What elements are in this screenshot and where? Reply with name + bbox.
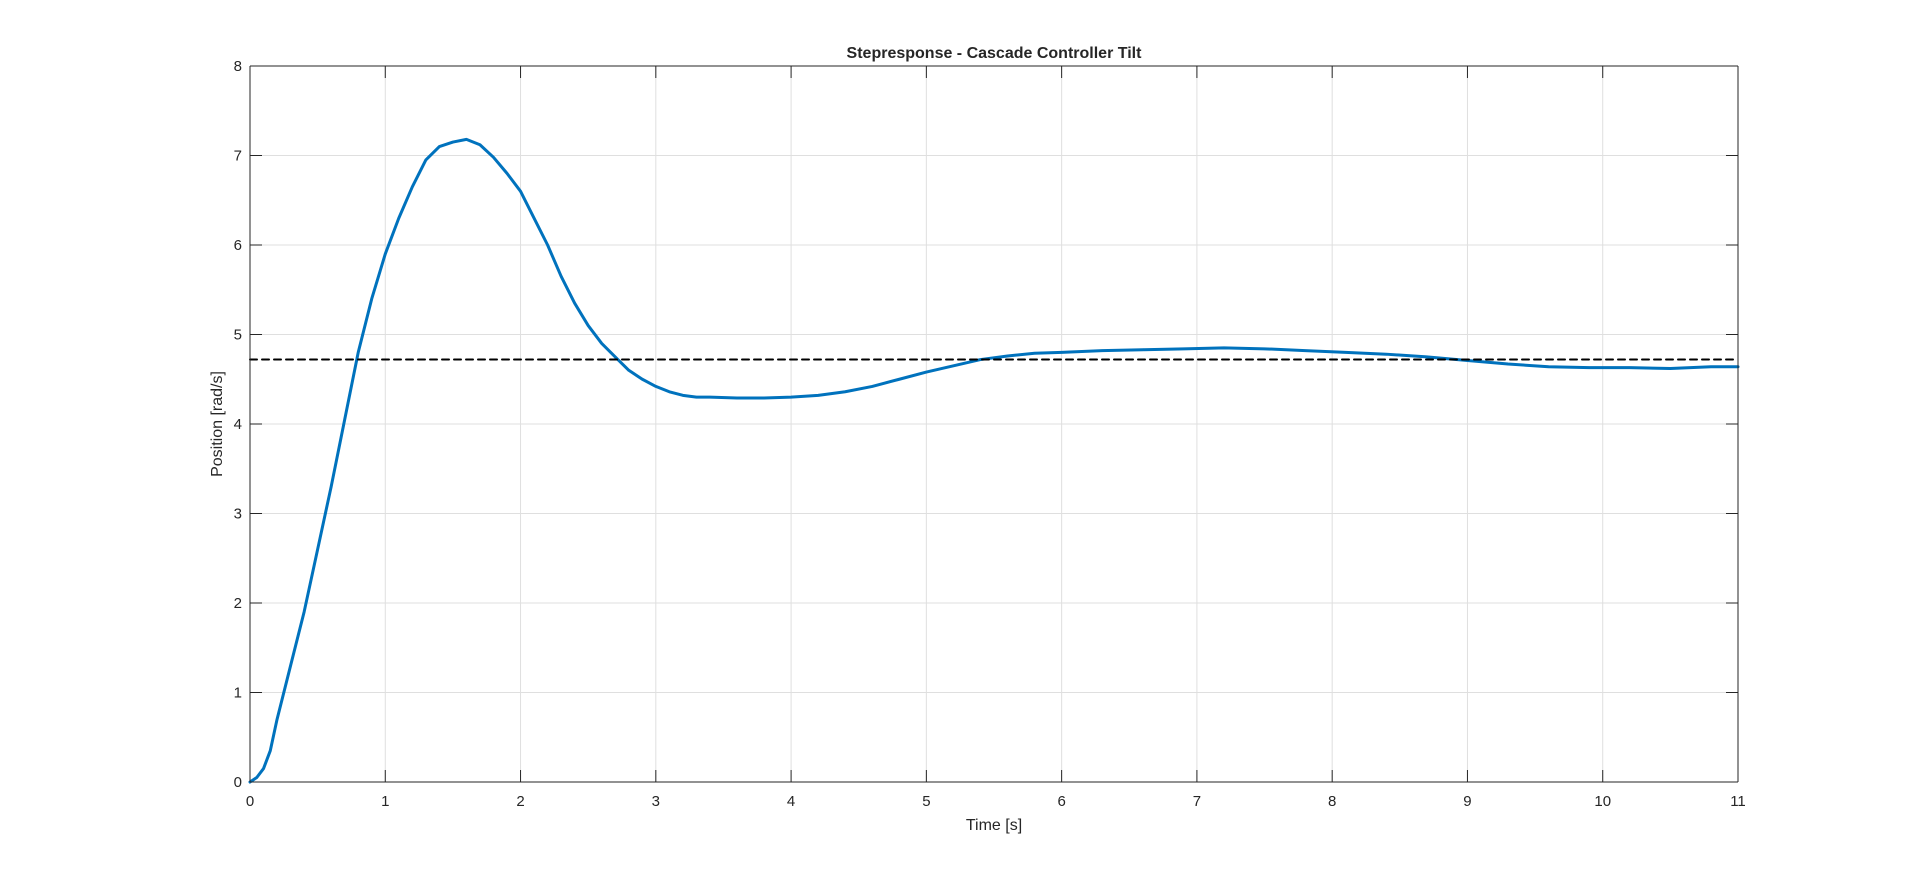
y-axis-label: Position [rad/s]: [209, 371, 226, 477]
series-layer: [248, 137, 1740, 784]
x-tick-label: 10: [1594, 793, 1611, 810]
x-tick-label: 0: [246, 793, 254, 810]
x-tick-label: 2: [516, 793, 524, 810]
y-tick-label: 8: [234, 58, 242, 75]
x-axis-label: Time [s]: [966, 817, 1022, 834]
y-tick-label: 5: [234, 327, 242, 344]
step-response-line: [248, 137, 1740, 784]
x-tick-label: 3: [652, 793, 660, 810]
x-tick-label: 8: [1328, 793, 1336, 810]
x-tick-label: 6: [1057, 793, 1065, 810]
y-tick-label: 2: [234, 595, 242, 612]
y-tick-label: 7: [234, 148, 242, 165]
x-tick-label: 11: [1730, 793, 1746, 810]
tick-labels: 0 1 2 3 4 5 6 7 8 9 10 11 0 1 2 3 4 5 6 7 8: [234, 58, 1746, 810]
y-tick-label: 3: [234, 506, 242, 523]
axes: [249, 65, 1739, 783]
x-tick-label: 5: [922, 793, 930, 810]
chart-title: Stepresponse - Cascade Controller Tilt: [847, 45, 1143, 62]
y-tick-label: 4: [234, 416, 242, 433]
x-tick-label: 4: [787, 793, 795, 810]
x-tick-label: 7: [1193, 793, 1201, 810]
x-tick-label: 9: [1463, 793, 1471, 810]
y-tick-label: 1: [234, 685, 242, 702]
x-tick-label: 1: [381, 793, 389, 810]
y-tick-label: 6: [234, 237, 242, 254]
y-tick-label: 0: [234, 774, 242, 791]
